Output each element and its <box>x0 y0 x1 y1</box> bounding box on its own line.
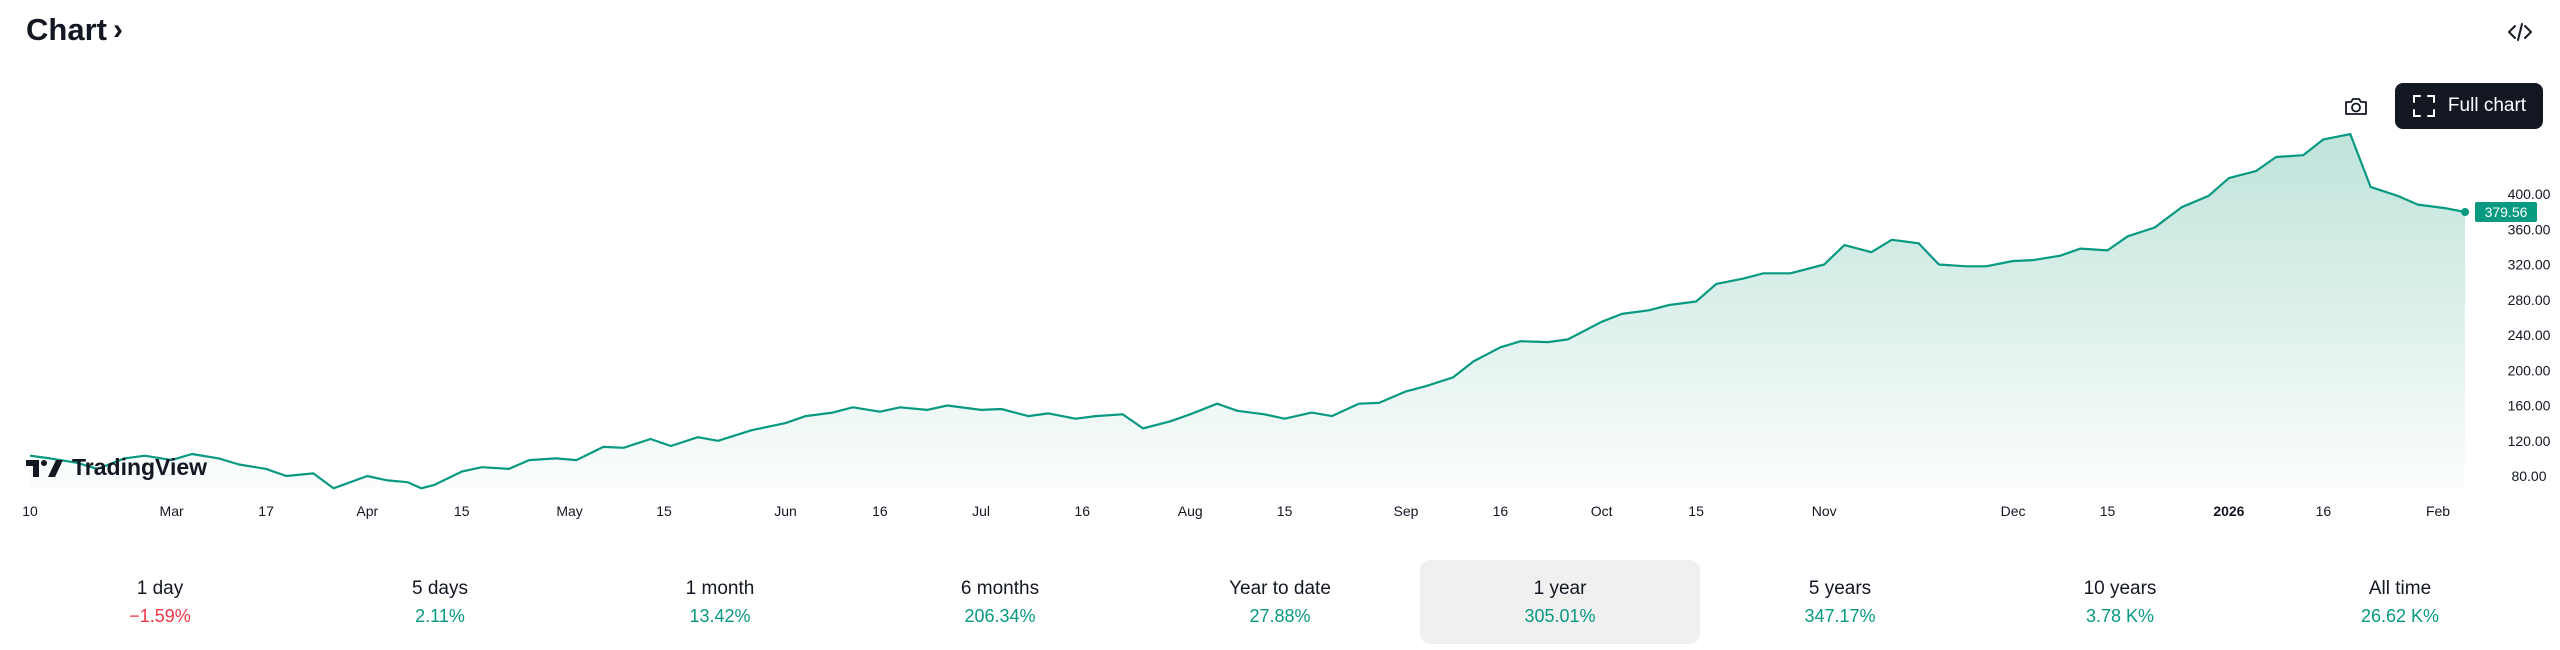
last-price-dot <box>2461 208 2469 216</box>
x-tick-label: 16 <box>872 503 888 519</box>
period-tab[interactable]: 10 years 3.78 K% <box>1980 560 2260 644</box>
x-tick-label: Feb <box>2426 503 2450 519</box>
page-title[interactable]: Chart › <box>26 12 123 48</box>
x-tick-label: Jun <box>774 503 797 519</box>
x-tick-label: 2026 <box>2213 503 2244 519</box>
period-tab[interactable]: 6 months 206.34% <box>860 560 1140 644</box>
embed-code-button[interactable] <box>2500 14 2540 50</box>
y-tick-label: 400.00 <box>2508 186 2551 202</box>
period-tab[interactable]: Year to date 27.88% <box>1140 560 1420 644</box>
price-area-fill <box>30 134 2465 489</box>
x-tick-label: May <box>556 503 582 519</box>
period-selector: 1 day −1.59% 5 days 2.11% 1 month 13.42% 6 mon… <box>20 560 2540 644</box>
price-line <box>29 133 2466 490</box>
chevron-right-icon: › <box>112 13 123 46</box>
period-label: 1 year <box>1533 577 1587 599</box>
last-price-label: 379.56 <box>2485 204 2528 220</box>
page-title-text: Chart <box>26 12 107 47</box>
last-price-badge <box>2475 202 2537 222</box>
y-tick-label: 200.00 <box>2508 362 2551 378</box>
period-change: 206.34% <box>964 605 1036 626</box>
period-label: 1 day <box>136 577 184 599</box>
period-change: 26.62 K% <box>2360 605 2440 626</box>
x-tick-label: 15 <box>1688 503 1704 519</box>
tradingview-logo-icon <box>26 459 63 477</box>
period-label: 10 years <box>2083 577 2157 599</box>
x-tick-label: 16 <box>1493 503 1509 519</box>
x-tick-label: Oct <box>1591 503 1613 519</box>
code-icon <box>2508 23 2532 41</box>
y-tick-label: 360.00 <box>2508 221 2551 237</box>
x-tick-label: 15 <box>2100 503 2116 519</box>
period-label: Year to date <box>1229 577 1331 599</box>
period-change: 3.78 K% <box>2085 605 2155 626</box>
x-tick-label: Nov <box>1812 503 1837 519</box>
x-tick-label: 17 <box>258 503 274 519</box>
y-tick-label: 320.00 <box>2508 257 2551 273</box>
period-tab[interactable]: 5 days 2.11% <box>300 560 580 644</box>
x-tick-label: 16 <box>1074 503 1090 519</box>
y-tick-label: 80.00 <box>2511 468 2546 484</box>
full-chart-label: Full chart <box>2447 95 2527 116</box>
x-tick-label: 15 <box>1277 503 1293 519</box>
y-tick-label: 240.00 <box>2508 327 2551 343</box>
period-tab[interactable]: 1 year 305.01% <box>1420 560 1700 644</box>
x-axis: 10 Mar 17 Apr 15 May 15 Jun 16 Jul 16 Aug 15 Sep 16 Oct… <box>22 503 2450 519</box>
period-tab[interactable]: 5 years 347.17% <box>1700 560 1980 644</box>
x-tick-label: Sep <box>1394 503 1419 519</box>
period-label: All time <box>2368 577 2432 599</box>
snapshot-button[interactable] <box>2334 84 2378 128</box>
period-change: 27.88% <box>1249 605 1311 626</box>
x-tick-label: Apr <box>356 503 378 519</box>
period-tab[interactable]: All time 26.62 K% <box>2260 560 2540 644</box>
period-label: 6 months <box>960 577 1040 599</box>
tradingview-logo[interactable]: TradingView <box>26 454 207 481</box>
y-axis: 80.00 120.00 160.00 200.00 240.00 280.00 320.0… <box>2508 186 2551 484</box>
period-tab[interactable]: 1 month 13.42% <box>580 560 860 644</box>
period-change: 305.01% <box>1524 605 1596 626</box>
period-change: 2.11% <box>415 605 465 626</box>
x-tick-label: Jul <box>972 503 990 519</box>
period-change: 13.42% <box>689 605 751 626</box>
fullscreen-icon <box>2412 95 2435 117</box>
x-tick-label: Mar <box>160 503 184 519</box>
full-chart-button[interactable]: Full chart <box>2395 83 2543 129</box>
y-tick-label: 280.00 <box>2508 292 2551 308</box>
x-tick-label: 10 <box>22 503 38 519</box>
x-tick-label: 15 <box>656 503 672 519</box>
period-label: 5 years <box>1808 577 1872 599</box>
last-price-marker: 379.56 <box>2461 202 2537 222</box>
x-tick-label: 15 <box>454 503 470 519</box>
price-chart[interactable]: 80.00 120.00 160.00 200.00 240.00 280.00 320.0… <box>0 0 2560 530</box>
y-tick-label: 120.00 <box>2508 433 2551 449</box>
period-change: 347.17% <box>1804 605 1876 626</box>
period-label: 5 days <box>412 577 468 599</box>
camera-icon <box>2345 98 2367 115</box>
period-label: 1 month <box>685 577 755 599</box>
period-tab[interactable]: 1 day −1.59% <box>20 560 300 644</box>
x-tick-label: Aug <box>1178 503 1203 519</box>
x-tick-label: 16 <box>2316 503 2332 519</box>
y-tick-label: 160.00 <box>2508 398 2551 414</box>
tradingview-logo-text: TradingView <box>72 454 208 480</box>
period-change: −1.59% <box>129 605 191 626</box>
x-tick-label: Dec <box>2001 503 2026 519</box>
